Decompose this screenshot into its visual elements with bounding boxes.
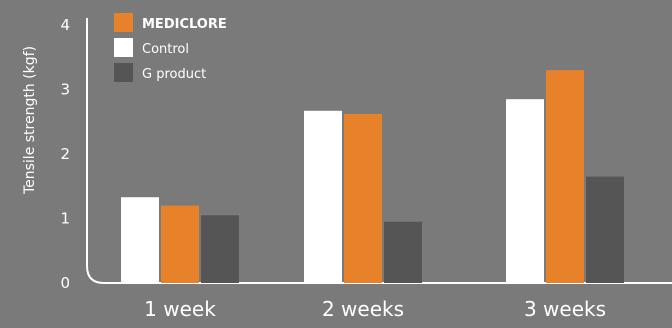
bar-control-2-weeks — [304, 110, 342, 283]
y-tick-label: 0 — [60, 274, 70, 292]
bar-mediclore-3-weeks — [546, 70, 584, 284]
bar-g-product-3-weeks — [586, 176, 624, 283]
bar-mediclore-1-week — [161, 205, 199, 283]
y-tick-label: 1 — [60, 210, 70, 228]
y-tick-label: 4 — [60, 16, 70, 34]
legend: MEDICLORE Control G product — [114, 13, 227, 82]
category-labels: 1 week 2 weeks 3 weeks — [144, 297, 606, 321]
legend-label: G product — [142, 67, 206, 82]
axes — [86, 18, 672, 284]
y-tick-label: 2 — [60, 145, 70, 163]
y-tick-labels: 0 1 2 3 4 — [60, 16, 70, 292]
bar-g-product-2-weeks — [384, 221, 422, 283]
y-axis-label: Tensile strength (kgf) — [22, 46, 38, 195]
legend-label: MEDICLORE — [142, 17, 227, 32]
legend-swatch-mediclore — [114, 13, 133, 32]
y-tick-label: 3 — [60, 81, 70, 99]
bar-g-product-1-week — [201, 215, 239, 283]
bars — [121, 70, 624, 284]
axis-line — [86, 18, 672, 284]
legend-label: Control — [142, 42, 189, 57]
bar-mediclore-2-weeks — [344, 114, 382, 283]
legend-swatch-g-product — [114, 63, 133, 82]
x-category-label: 2 weeks — [322, 297, 404, 321]
y-axis-label-group: Tensile strength (kgf) — [22, 46, 38, 195]
x-category-label: 3 weeks — [524, 297, 606, 321]
x-category-label: 1 week — [144, 297, 216, 321]
bar-control-3-weeks — [506, 99, 544, 283]
bar-control-1-week — [121, 197, 159, 283]
legend-swatch-control — [114, 38, 133, 57]
